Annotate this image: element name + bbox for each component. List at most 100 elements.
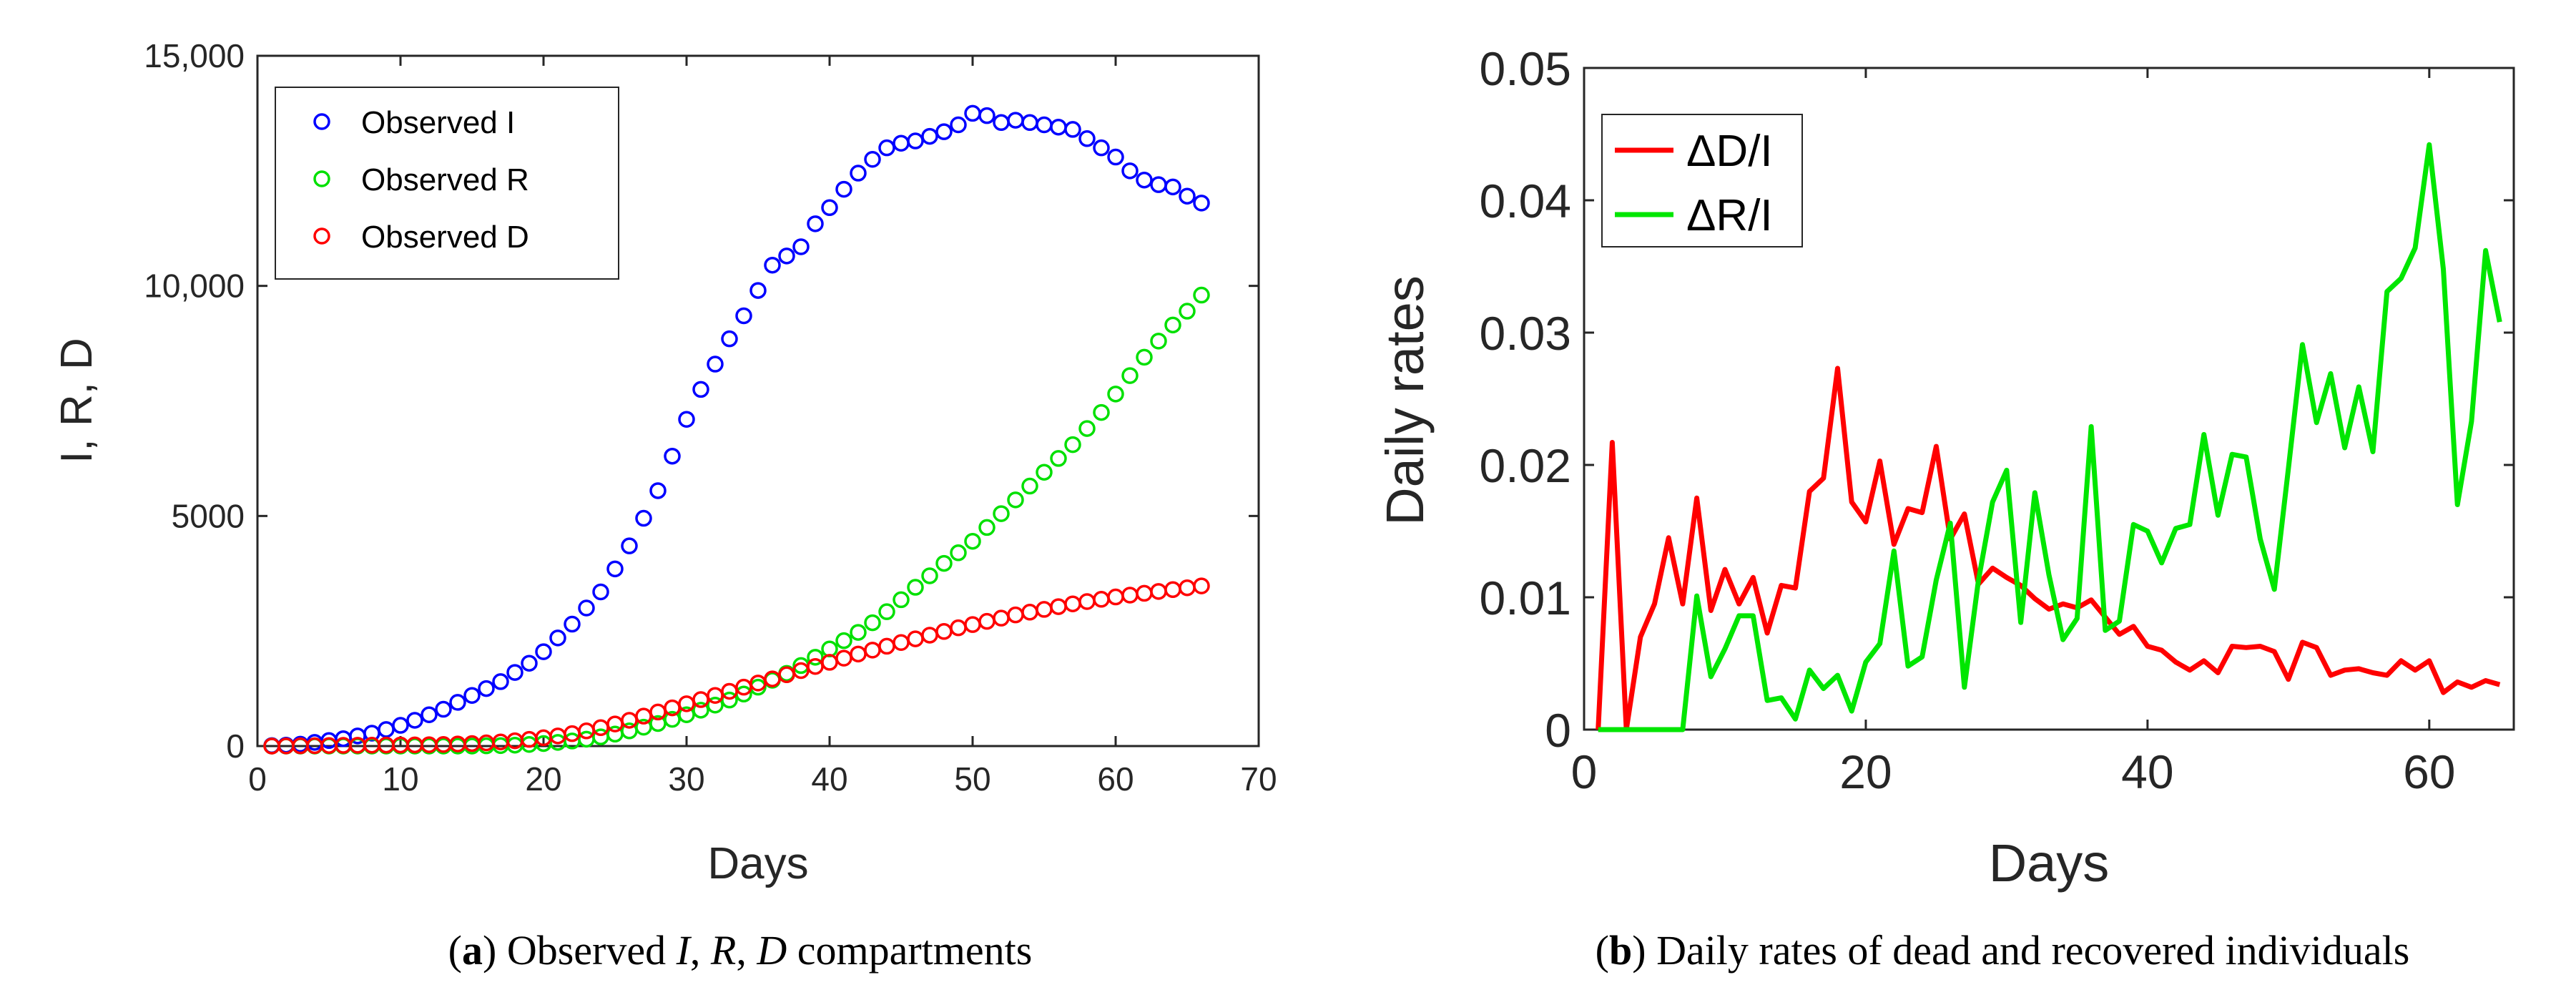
legend-box-b	[1601, 114, 1803, 247]
data-point	[606, 560, 624, 578]
y-tick-label: 0.05	[1480, 42, 1571, 95]
data-point	[506, 664, 523, 681]
data-point	[435, 700, 452, 718]
data-point	[893, 591, 910, 609]
data-point	[392, 717, 409, 734]
data-point	[1007, 491, 1024, 509]
data-point	[721, 691, 738, 709]
data-point	[921, 567, 938, 584]
data-point	[921, 127, 938, 145]
data-point	[778, 247, 795, 265]
series-observed-d	[263, 577, 1210, 755]
series-line-0	[1596, 366, 2501, 732]
x-tick-label: 0	[1571, 745, 1598, 798]
axis-ticks-b: 0 20 40 60 0 0.01 0.02 0.03 0.04 0.05	[1480, 42, 2514, 798]
data-point	[1078, 130, 1096, 147]
y-tick-label: 0.01	[1480, 572, 1571, 624]
legend-label: ΔR/I	[1686, 191, 1773, 240]
data-point	[907, 579, 924, 596]
y-tick-label: 0.04	[1480, 175, 1571, 227]
x-tick-label: 20	[525, 760, 561, 798]
x-tick-label: 20	[1839, 745, 1892, 798]
data-point	[978, 519, 996, 536]
y-axis-label-a: I, R, D	[52, 338, 102, 464]
data-point	[978, 107, 996, 124]
x-tick-label: 70	[1240, 760, 1277, 798]
data-point	[1107, 148, 1124, 166]
x-tick-label: 0	[248, 760, 267, 798]
data-point	[821, 199, 838, 217]
data-point	[1078, 420, 1096, 437]
data-point	[807, 649, 824, 666]
data-point	[707, 356, 724, 373]
data-point	[935, 554, 953, 572]
legend-label: Observed R	[361, 162, 529, 197]
data-point	[535, 643, 552, 660]
legend-b: ΔD/I ΔR/I	[1601, 114, 1803, 247]
caption-a-text-2: compartments	[787, 927, 1032, 974]
caption-a-text-1: ) Observed	[483, 927, 677, 974]
caption-a-sep-2: ,	[736, 927, 757, 974]
data-point	[1193, 577, 1210, 594]
x-tick-label: 50	[954, 760, 990, 798]
data-point	[478, 680, 495, 697]
caption-a-sep-1: ,	[690, 927, 711, 974]
x-tick-label: 10	[382, 760, 418, 798]
data-point	[1179, 187, 1196, 205]
legend-label: Observed D	[361, 220, 529, 255]
y-tick-label: 0.02	[1480, 439, 1571, 492]
data-point	[864, 614, 881, 632]
data-point	[850, 165, 867, 182]
legend-marker	[313, 170, 330, 187]
data-point	[692, 702, 709, 719]
data-point	[1150, 333, 1167, 350]
data-point	[1136, 348, 1153, 366]
data-point	[964, 532, 981, 550]
data-point	[1050, 450, 1067, 467]
data-point	[1136, 171, 1153, 189]
data-point	[549, 629, 566, 647]
y-tick-label: 0	[226, 727, 245, 765]
data-point	[449, 694, 466, 711]
data-point	[1164, 178, 1181, 196]
data-point	[707, 696, 724, 714]
caption-b-tag: b	[1609, 927, 1632, 974]
data-point	[878, 139, 895, 157]
data-point	[521, 655, 538, 672]
data-lines-b	[1596, 142, 2502, 732]
data-point	[1093, 403, 1110, 421]
data-point	[1036, 464, 1053, 481]
data-point	[835, 632, 852, 649]
data-point	[421, 706, 438, 724]
x-axis-label-a: Days	[707, 839, 808, 888]
legend-label: Observed I	[361, 105, 515, 140]
caption-a-tag: a	[462, 927, 483, 974]
y-tick-label: 5000	[172, 497, 245, 534]
data-point	[664, 447, 681, 465]
x-axis-label-b: Days	[1989, 833, 2110, 893]
caption-a-var-d: D	[756, 927, 787, 974]
data-point	[406, 712, 423, 729]
x-tick-label: 60	[1097, 760, 1134, 798]
legend-box-a	[275, 87, 619, 280]
data-point	[1064, 121, 1081, 138]
data-point	[735, 307, 752, 325]
caption-b-text: ) Daily rates of dead and recovered indi…	[1632, 927, 2409, 974]
data-point	[1121, 162, 1139, 180]
data-point	[564, 615, 581, 633]
x-tick-label: 60	[2403, 745, 2455, 798]
data-point	[492, 673, 509, 690]
data-point	[850, 624, 867, 641]
data-point	[950, 116, 967, 134]
data-point	[878, 603, 895, 620]
data-point	[1193, 195, 1210, 212]
data-point	[635, 509, 652, 527]
data-point	[1193, 286, 1210, 304]
data-point	[993, 505, 1010, 522]
data-point	[592, 583, 609, 601]
data-point	[692, 381, 709, 398]
data-point	[664, 710, 681, 728]
series-line-1	[1598, 142, 2502, 732]
y-tick-label: 15,000	[144, 37, 245, 74]
